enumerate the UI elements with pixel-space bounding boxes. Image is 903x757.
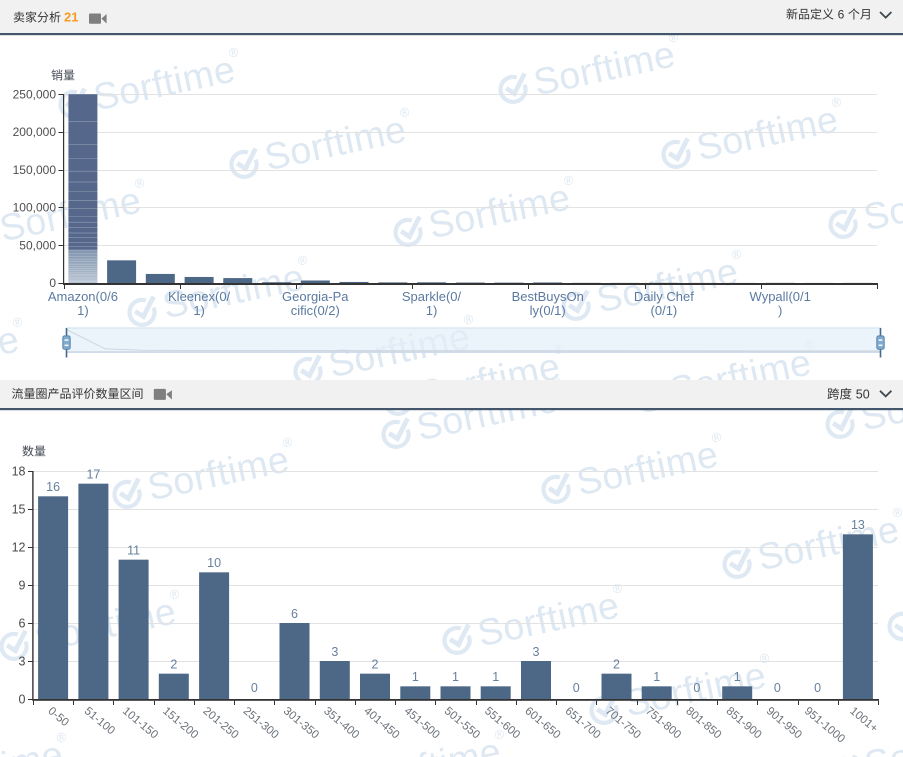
svg-text:11: 11 [127,544,140,558]
svg-text:2: 2 [372,658,379,672]
svg-text:21: 21 [64,10,78,25]
svg-text:200,000: 200,000 [13,125,57,139]
svg-text:0: 0 [251,681,258,695]
svg-text:3: 3 [533,645,540,659]
svg-text:BestBuysOn: BestBuysOn [512,289,584,304]
svg-text:6: 6 [19,616,26,630]
svg-text:3: 3 [331,645,338,659]
svg-text:13: 13 [851,518,865,532]
svg-text:0: 0 [573,681,580,695]
svg-text:0: 0 [19,692,26,706]
svg-text:1: 1 [653,670,660,684]
svg-text:0: 0 [774,681,781,695]
svg-text:3: 3 [19,654,26,668]
svg-text:50,000: 50,000 [19,238,56,252]
svg-text:cific(0/2): cific(0/2) [291,303,340,318]
svg-text:250,000: 250,000 [13,87,57,101]
svg-text:12: 12 [12,540,26,554]
svg-text:0: 0 [693,681,700,695]
svg-text:50: 50 [856,388,870,402]
svg-text:150,000: 150,000 [13,163,57,177]
svg-text:1): 1) [77,303,89,318]
svg-text:2: 2 [170,658,177,672]
svg-text:Wypall(0/1: Wypall(0/1 [750,289,811,304]
svg-text:Sparkle(0/: Sparkle(0/ [402,289,462,304]
svg-text:18: 18 [12,464,26,478]
svg-text:(0/1): (0/1) [651,303,678,318]
svg-text:1: 1 [412,670,419,684]
svg-text:2: 2 [613,658,620,672]
svg-text:Amazon(0/6: Amazon(0/6 [48,289,118,304]
svg-text:ly(0/1): ly(0/1) [530,303,566,318]
svg-text:Georgia-Pa: Georgia-Pa [282,289,349,304]
svg-text:0: 0 [49,276,56,290]
svg-text:9: 9 [19,578,26,592]
svg-text:): ) [778,303,782,318]
svg-text:10: 10 [207,556,221,570]
svg-text:1): 1) [426,303,438,318]
svg-text:1: 1 [452,670,459,684]
svg-text:0: 0 [814,681,821,695]
svg-text:1: 1 [492,670,499,684]
svg-text:1): 1) [193,303,205,318]
svg-text:15: 15 [12,502,26,516]
svg-text:6: 6 [838,8,845,22]
svg-text:6: 6 [291,607,298,621]
svg-text:16: 16 [46,480,60,494]
svg-text:1: 1 [734,670,741,684]
svg-text:Daily Chef: Daily Chef [634,289,694,304]
svg-text:100,000: 100,000 [13,201,57,215]
svg-text:Kleenex(0/: Kleenex(0/ [168,289,231,304]
svg-text:17: 17 [86,468,100,482]
